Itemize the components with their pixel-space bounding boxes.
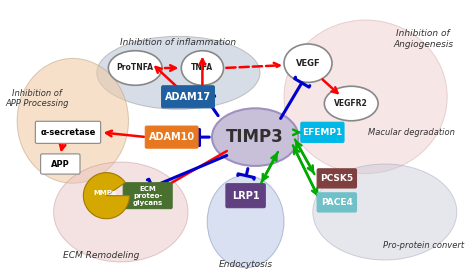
FancyBboxPatch shape [162, 86, 214, 108]
FancyBboxPatch shape [123, 183, 172, 209]
Text: ADAM17: ADAM17 [165, 92, 211, 102]
FancyBboxPatch shape [317, 193, 356, 212]
Text: α-secretase: α-secretase [40, 128, 96, 137]
Ellipse shape [207, 176, 284, 268]
FancyBboxPatch shape [146, 126, 198, 148]
Text: PCSK5: PCSK5 [320, 174, 354, 183]
Text: ECM Remodeling: ECM Remodeling [64, 251, 140, 260]
Ellipse shape [109, 51, 162, 85]
Ellipse shape [181, 51, 224, 85]
Text: Inhibition of
APP Processing: Inhibition of APP Processing [6, 89, 69, 108]
Text: MMPs: MMPs [93, 190, 116, 196]
Text: ECM
proteo-
glycans: ECM proteo- glycans [133, 186, 163, 206]
Text: Endocytosis: Endocytosis [219, 260, 273, 269]
Text: Pro-protein convert: Pro-protein convert [383, 241, 464, 250]
FancyBboxPatch shape [41, 154, 80, 174]
Text: VEGFR2: VEGFR2 [334, 99, 368, 108]
Ellipse shape [324, 86, 378, 121]
Text: PACE4: PACE4 [321, 198, 353, 207]
Ellipse shape [54, 162, 188, 262]
Ellipse shape [212, 108, 299, 166]
FancyBboxPatch shape [36, 121, 100, 143]
Text: Macular degradation: Macular degradation [367, 128, 455, 137]
Text: TNFA: TNFA [191, 64, 213, 73]
FancyBboxPatch shape [301, 122, 344, 143]
Ellipse shape [17, 59, 128, 183]
Ellipse shape [284, 20, 447, 174]
Text: LRP1: LRP1 [232, 191, 259, 201]
FancyBboxPatch shape [226, 184, 265, 208]
Wedge shape [83, 173, 129, 219]
Text: ProTNFA: ProTNFA [117, 64, 154, 73]
Ellipse shape [284, 44, 332, 82]
FancyBboxPatch shape [317, 169, 356, 188]
Text: TIMP3: TIMP3 [226, 128, 284, 146]
Text: Inhibition of
Angiogenesis: Inhibition of Angiogenesis [393, 29, 453, 49]
Text: ADAM10: ADAM10 [149, 132, 195, 142]
Text: Inhibition of inflammation: Inhibition of inflammation [120, 38, 237, 46]
Text: APP: APP [51, 160, 70, 169]
Ellipse shape [97, 36, 260, 109]
Text: VEGF: VEGF [296, 59, 320, 68]
Ellipse shape [313, 164, 457, 260]
Text: EFEMP1: EFEMP1 [302, 128, 343, 137]
